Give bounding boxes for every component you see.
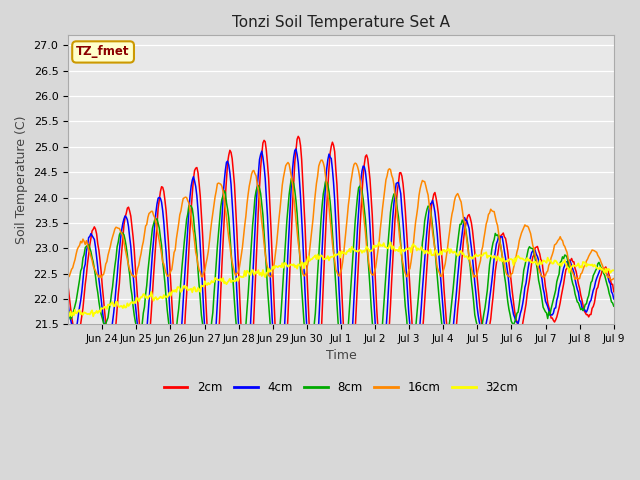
X-axis label: Time: Time xyxy=(326,349,356,362)
Text: TZ_fmet: TZ_fmet xyxy=(76,46,130,59)
Title: Tonzi Soil Temperature Set A: Tonzi Soil Temperature Set A xyxy=(232,15,450,30)
Y-axis label: Soil Temperature (C): Soil Temperature (C) xyxy=(15,116,28,244)
Legend: 2cm, 4cm, 8cm, 16cm, 32cm: 2cm, 4cm, 8cm, 16cm, 32cm xyxy=(159,377,523,399)
